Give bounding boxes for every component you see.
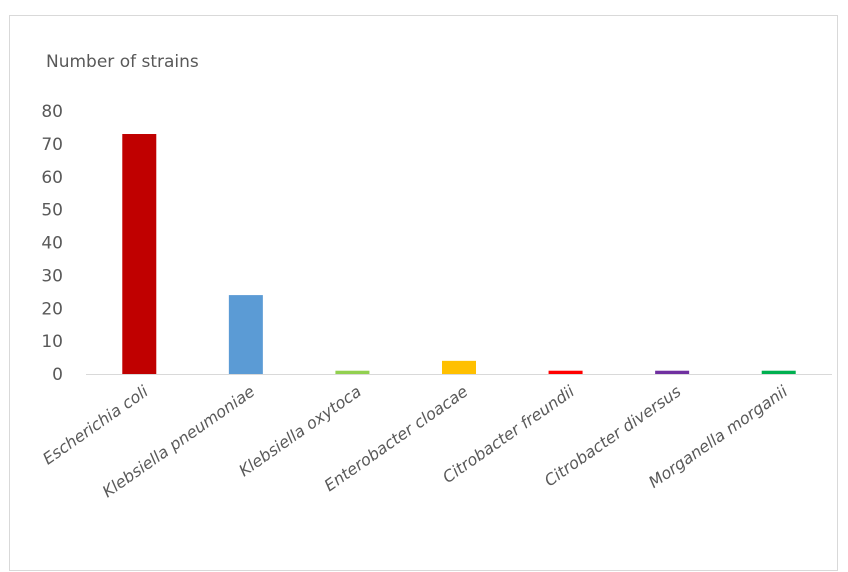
bar — [761, 370, 796, 374]
y-tick-label: 80 — [41, 102, 63, 122]
x-tick-label: Escherichia coli — [39, 381, 152, 468]
y-tick-label: 20 — [41, 299, 63, 319]
y-tick-label: 70 — [41, 135, 63, 155]
y-tick-label: 30 — [41, 266, 63, 286]
y-tick-label: 60 — [41, 168, 63, 188]
bar — [335, 370, 370, 374]
y-tick-label: 10 — [41, 332, 63, 352]
bar — [548, 370, 583, 374]
bar — [122, 134, 157, 374]
y-tick-label: 40 — [41, 234, 63, 254]
y-tick-labels: 0 10 20 30 40 50 60 70 80 — [41, 102, 63, 385]
y-tick-label: 0 — [52, 365, 63, 385]
bar — [655, 370, 690, 374]
y-tick-label: 50 — [41, 201, 63, 221]
bar — [442, 360, 476, 374]
bar — [228, 295, 263, 374]
y-axis-label: Number of strains — [46, 52, 199, 72]
bars — [122, 134, 796, 374]
